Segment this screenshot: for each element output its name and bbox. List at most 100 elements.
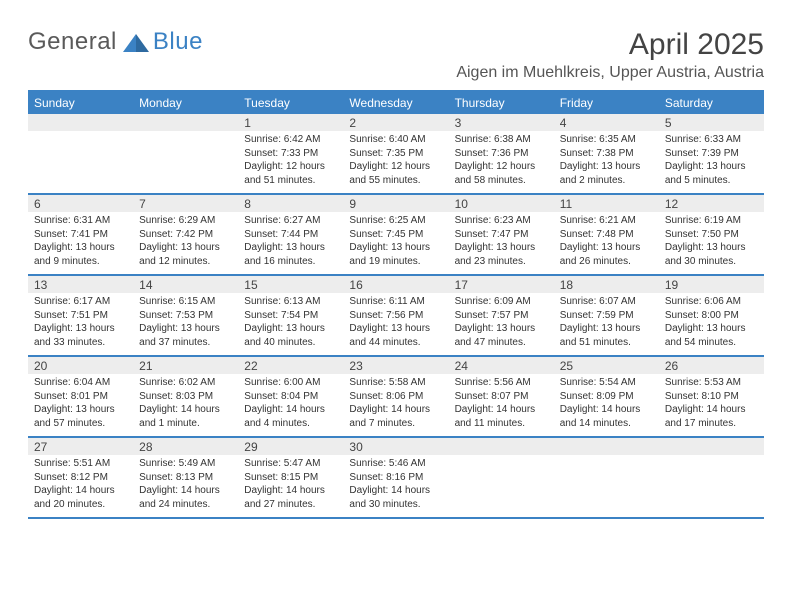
day-number: 1 xyxy=(238,114,343,131)
day-details: Sunrise: 6:25 AMSunset: 7:45 PMDaylight:… xyxy=(343,212,448,274)
day-details: Sunrise: 5:56 AMSunset: 8:07 PMDaylight:… xyxy=(449,374,554,436)
day-of-week-header: Sunday Monday Tuesday Wednesday Thursday… xyxy=(28,92,764,114)
sunset-text: Sunset: 8:13 PM xyxy=(139,471,232,485)
sunset-text: Sunset: 7:35 PM xyxy=(349,147,442,161)
sunset-text: Sunset: 7:53 PM xyxy=(139,309,232,323)
day-details: Sunrise: 6:17 AMSunset: 7:51 PMDaylight:… xyxy=(28,293,133,355)
sunrise-text: Sunrise: 6:19 AM xyxy=(665,214,758,228)
daylight-text: Daylight: 13 hours and 19 minutes. xyxy=(349,241,442,268)
sunrise-text: Sunrise: 6:17 AM xyxy=(34,295,127,309)
details-row: Sunrise: 6:04 AMSunset: 8:01 PMDaylight:… xyxy=(28,374,764,436)
day-details: Sunrise: 6:07 AMSunset: 7:59 PMDaylight:… xyxy=(554,293,659,355)
dow-wednesday: Wednesday xyxy=(343,92,448,114)
sunset-text: Sunset: 7:50 PM xyxy=(665,228,758,242)
day-number: 24 xyxy=(449,357,554,374)
header: General Blue April 2025 Aigen im Muehlkr… xyxy=(28,28,764,82)
calendar: Sunday Monday Tuesday Wednesday Thursday… xyxy=(28,90,764,519)
week-row: 27282930Sunrise: 5:51 AMSunset: 8:12 PMD… xyxy=(28,438,764,519)
sunrise-text: Sunrise: 5:51 AM xyxy=(34,457,127,471)
daylight-text: Daylight: 14 hours and 30 minutes. xyxy=(349,484,442,511)
day-details xyxy=(554,455,659,517)
location-text: Aigen im Muehlkreis, Upper Austria, Aust… xyxy=(456,64,764,82)
dow-thursday: Thursday xyxy=(449,92,554,114)
day-details: Sunrise: 5:49 AMSunset: 8:13 PMDaylight:… xyxy=(133,455,238,517)
sunrise-text: Sunrise: 6:04 AM xyxy=(34,376,127,390)
sunset-text: Sunset: 8:06 PM xyxy=(349,390,442,404)
daylight-text: Daylight: 13 hours and 26 minutes. xyxy=(560,241,653,268)
day-number: 18 xyxy=(554,276,659,293)
sunrise-text: Sunrise: 5:47 AM xyxy=(244,457,337,471)
logo-triangle-icon xyxy=(123,32,149,52)
day-number: 23 xyxy=(343,357,448,374)
sunset-text: Sunset: 7:48 PM xyxy=(560,228,653,242)
sunrise-text: Sunrise: 6:27 AM xyxy=(244,214,337,228)
sunrise-text: Sunrise: 6:02 AM xyxy=(139,376,232,390)
sunrise-text: Sunrise: 5:53 AM xyxy=(665,376,758,390)
day-details: Sunrise: 5:54 AMSunset: 8:09 PMDaylight:… xyxy=(554,374,659,436)
sunrise-text: Sunrise: 5:46 AM xyxy=(349,457,442,471)
day-number: 15 xyxy=(238,276,343,293)
day-number: 22 xyxy=(238,357,343,374)
sunrise-text: Sunrise: 6:07 AM xyxy=(560,295,653,309)
day-details: Sunrise: 6:33 AMSunset: 7:39 PMDaylight:… xyxy=(659,131,764,193)
daylight-text: Daylight: 13 hours and 16 minutes. xyxy=(244,241,337,268)
day-number: 10 xyxy=(449,195,554,212)
sunrise-text: Sunrise: 6:23 AM xyxy=(455,214,548,228)
sunset-text: Sunset: 7:44 PM xyxy=(244,228,337,242)
day-details xyxy=(133,131,238,193)
sunset-text: Sunset: 7:51 PM xyxy=(34,309,127,323)
daylight-text: Daylight: 13 hours and 2 minutes. xyxy=(560,160,653,187)
day-details: Sunrise: 6:13 AMSunset: 7:54 PMDaylight:… xyxy=(238,293,343,355)
day-number xyxy=(133,114,238,131)
dow-tuesday: Tuesday xyxy=(238,92,343,114)
daylight-text: Daylight: 14 hours and 17 minutes. xyxy=(665,403,758,430)
day-number: 25 xyxy=(554,357,659,374)
day-details: Sunrise: 6:00 AMSunset: 8:04 PMDaylight:… xyxy=(238,374,343,436)
daylight-text: Daylight: 14 hours and 14 minutes. xyxy=(560,403,653,430)
logo: General Blue xyxy=(28,28,203,56)
daylight-text: Daylight: 12 hours and 55 minutes. xyxy=(349,160,442,187)
daylight-text: Daylight: 14 hours and 4 minutes. xyxy=(244,403,337,430)
sunset-text: Sunset: 7:56 PM xyxy=(349,309,442,323)
day-number: 3 xyxy=(449,114,554,131)
sunrise-text: Sunrise: 6:40 AM xyxy=(349,133,442,147)
details-row: Sunrise: 6:31 AMSunset: 7:41 PMDaylight:… xyxy=(28,212,764,274)
day-details: Sunrise: 5:51 AMSunset: 8:12 PMDaylight:… xyxy=(28,455,133,517)
daylight-text: Daylight: 13 hours and 9 minutes. xyxy=(34,241,127,268)
day-details: Sunrise: 6:15 AMSunset: 7:53 PMDaylight:… xyxy=(133,293,238,355)
daylight-text: Daylight: 13 hours and 44 minutes. xyxy=(349,322,442,349)
day-number: 17 xyxy=(449,276,554,293)
day-details: Sunrise: 5:58 AMSunset: 8:06 PMDaylight:… xyxy=(343,374,448,436)
day-number: 20 xyxy=(28,357,133,374)
daynum-row: 20212223242526 xyxy=(28,357,764,374)
day-details: Sunrise: 6:31 AMSunset: 7:41 PMDaylight:… xyxy=(28,212,133,274)
daynum-row: 27282930 xyxy=(28,438,764,455)
daynum-row: 12345 xyxy=(28,114,764,131)
details-row: Sunrise: 6:42 AMSunset: 7:33 PMDaylight:… xyxy=(28,131,764,193)
day-number: 28 xyxy=(133,438,238,455)
sunset-text: Sunset: 7:57 PM xyxy=(455,309,548,323)
day-details: Sunrise: 6:35 AMSunset: 7:38 PMDaylight:… xyxy=(554,131,659,193)
daylight-text: Daylight: 13 hours and 47 minutes. xyxy=(455,322,548,349)
day-number xyxy=(659,438,764,455)
dow-sunday: Sunday xyxy=(28,92,133,114)
day-number: 19 xyxy=(659,276,764,293)
day-number: 16 xyxy=(343,276,448,293)
day-number: 13 xyxy=(28,276,133,293)
day-details: Sunrise: 6:06 AMSunset: 8:00 PMDaylight:… xyxy=(659,293,764,355)
day-details: Sunrise: 6:11 AMSunset: 7:56 PMDaylight:… xyxy=(343,293,448,355)
daylight-text: Daylight: 13 hours and 57 minutes. xyxy=(34,403,127,430)
daylight-text: Daylight: 14 hours and 27 minutes. xyxy=(244,484,337,511)
day-details xyxy=(28,131,133,193)
sunset-text: Sunset: 7:36 PM xyxy=(455,147,548,161)
daynum-row: 13141516171819 xyxy=(28,276,764,293)
sunset-text: Sunset: 7:59 PM xyxy=(560,309,653,323)
sunrise-text: Sunrise: 5:54 AM xyxy=(560,376,653,390)
day-number: 27 xyxy=(28,438,133,455)
day-details: Sunrise: 6:29 AMSunset: 7:42 PMDaylight:… xyxy=(133,212,238,274)
day-number: 9 xyxy=(343,195,448,212)
daylight-text: Daylight: 14 hours and 7 minutes. xyxy=(349,403,442,430)
day-number: 12 xyxy=(659,195,764,212)
sunset-text: Sunset: 8:09 PM xyxy=(560,390,653,404)
day-details: Sunrise: 6:21 AMSunset: 7:48 PMDaylight:… xyxy=(554,212,659,274)
